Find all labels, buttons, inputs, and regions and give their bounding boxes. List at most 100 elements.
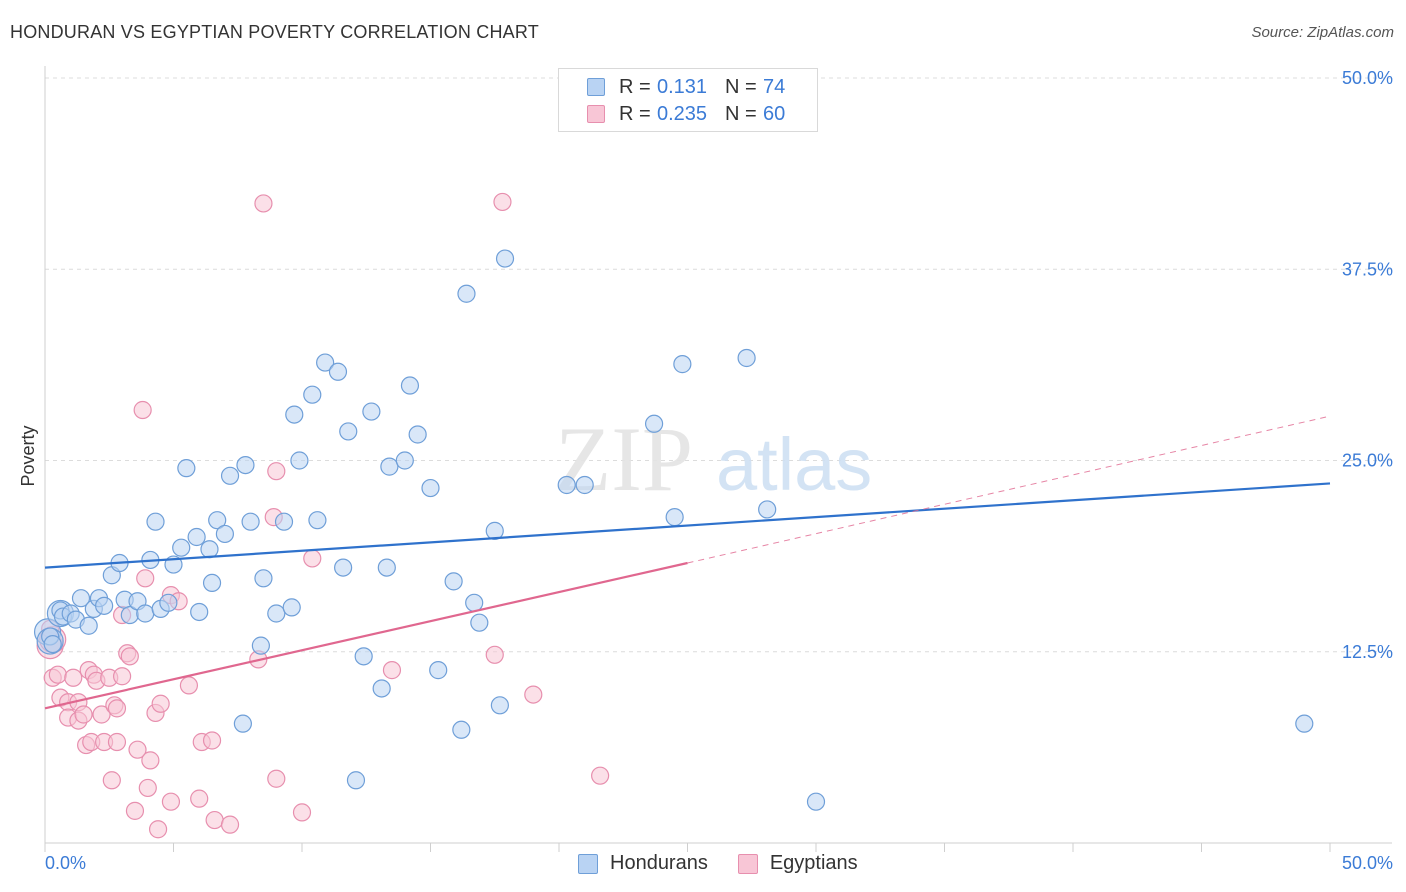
honduran-point — [274, 512, 294, 531]
egyptian-point — [107, 699, 127, 718]
honduran-point — [241, 512, 260, 531]
honduran-point — [644, 414, 664, 433]
egyptian-point — [125, 801, 145, 820]
honduran-point — [233, 714, 252, 733]
honduran-point — [254, 569, 273, 588]
honduran-point — [236, 455, 255, 475]
honduran-point — [362, 402, 381, 421]
legend-swatch-pink — [737, 853, 758, 874]
egyptian-point — [136, 569, 155, 588]
honduran-point — [208, 511, 227, 530]
honduran-point — [136, 604, 155, 623]
egyptian-point — [128, 740, 147, 759]
legend-swatch-blue — [578, 853, 598, 874]
egyptian-point — [202, 731, 222, 750]
honduran-point — [190, 602, 209, 622]
legend-swatch-blue — [587, 78, 605, 96]
egyptian-point — [493, 192, 512, 212]
egyptian-point — [485, 645, 504, 664]
legend-swatch-pink — [587, 105, 605, 123]
egyptian-point — [138, 778, 157, 798]
egyptian-point — [382, 661, 402, 680]
x-tick-label: 50.0% — [1342, 853, 1393, 873]
honduran-point — [557, 475, 576, 495]
honduran-point — [457, 284, 476, 303]
egyptian-point — [141, 751, 160, 770]
honduran-point — [485, 521, 504, 540]
hondurans-trend-line — [44, 482, 1331, 569]
legend-r-label: R = — [619, 75, 651, 98]
honduran-point — [79, 616, 98, 635]
egyptian-point — [112, 667, 132, 686]
honduran-point — [470, 613, 489, 632]
hondurans-points — [33, 249, 1314, 811]
legend-label-hondurans: Hondurans — [610, 852, 708, 874]
honduran-point — [400, 376, 420, 395]
axes — [44, 66, 1392, 852]
honduran-point — [408, 425, 427, 444]
bottom-legend: Hondurans Egyptians — [578, 852, 888, 875]
watermark: ZIP atlas — [555, 408, 872, 510]
egyptian-point — [107, 732, 127, 752]
honduran-point — [308, 511, 327, 530]
egyptian-point — [303, 549, 322, 568]
egyptian-point — [64, 668, 83, 687]
honduran-point — [177, 459, 196, 478]
egyptian-point — [254, 194, 273, 213]
honduran-point — [665, 508, 684, 527]
honduran-point — [146, 512, 165, 531]
x-tick-label: 0.0% — [45, 853, 86, 873]
honduran-point — [200, 540, 219, 559]
egyptian-point — [92, 705, 111, 724]
honduran-point — [267, 604, 286, 623]
legend-r-label: R = — [619, 102, 651, 125]
egyptian-point — [220, 815, 240, 834]
honduran-point — [444, 572, 463, 591]
honduran-point — [220, 466, 240, 485]
legend-item-egyptians: Egyptians — [737, 852, 858, 875]
egyptian-point — [179, 676, 199, 695]
honduran-point — [495, 249, 515, 268]
honduran-point — [339, 422, 358, 441]
honduran-point — [43, 634, 62, 654]
honduran-point — [71, 589, 91, 608]
egyptians-trend-line — [44, 561, 688, 710]
honduran-point — [758, 500, 777, 519]
legend-stats: R = 0.131 N = 74 R = 0.235 N = 60 — [558, 68, 818, 132]
honduran-point — [372, 679, 391, 698]
honduran-point — [290, 451, 309, 470]
y-tick-label: 50.0% — [1342, 68, 1393, 88]
tick-labels: 12.5% 25.0% 37.5% 50.0% 0.0% 50.0% — [45, 68, 1393, 873]
y-axis-label: Poverty — [18, 425, 38, 486]
honduran-point — [172, 538, 191, 557]
source-label: Source: ZipAtlas.com — [1251, 24, 1394, 41]
egyptian-point — [148, 820, 168, 839]
y-tick-label: 25.0% — [1342, 451, 1393, 471]
honduran-point — [465, 593, 484, 612]
honduran-point — [285, 405, 304, 424]
egyptian-point — [267, 769, 286, 788]
honduran-point — [806, 792, 826, 811]
honduran-point — [452, 720, 471, 739]
legend-row-egyptians: R = 0.235 N = 60 — [587, 102, 785, 126]
egyptian-point — [292, 803, 312, 822]
legend-n-label: N = — [725, 75, 757, 98]
egyptian-point — [591, 766, 610, 785]
honduran-point — [395, 451, 414, 470]
honduran-point — [215, 524, 234, 544]
honduran-point — [354, 647, 373, 666]
egyptian-point — [120, 647, 139, 666]
honduran-point — [328, 362, 348, 381]
honduran-point — [334, 558, 353, 577]
honduran-point — [377, 558, 396, 577]
honduran-point — [380, 457, 399, 476]
egyptian-point — [190, 789, 209, 808]
honduran-point — [282, 598, 301, 617]
y-tick-label: 12.5% — [1342, 642, 1393, 662]
honduran-point — [187, 527, 206, 547]
trend-lines — [44, 415, 1331, 710]
honduran-point — [673, 355, 692, 374]
legend-n-label: N = — [725, 102, 757, 125]
honduran-point — [251, 636, 270, 655]
